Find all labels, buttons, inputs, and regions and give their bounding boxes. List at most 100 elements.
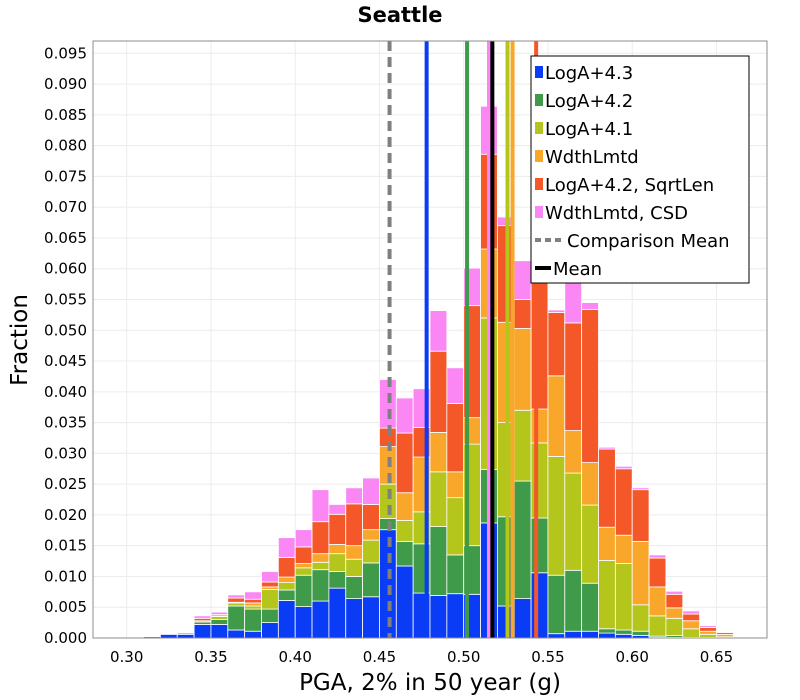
legend-swatch: [535, 66, 543, 78]
legend-label: WdthLmtd, CSD: [545, 203, 688, 224]
y-axis-label: Fraction: [7, 294, 33, 386]
bar-segment: [564, 430, 583, 474]
bar-segment: [345, 487, 364, 505]
bar-segment: [176, 633, 195, 639]
y-axis-ticks: 0.000 0.005 0.010 0.015 0.020 0.025 0.030 0.035…: [44, 44, 87, 647]
bar-segment: [564, 322, 583, 431]
bar-segment: [699, 633, 717, 638]
bar-segment: [362, 539, 380, 564]
bar-segment: [362, 562, 380, 598]
bar-segment: [311, 489, 330, 523]
y-tick-label: 0.030: [44, 444, 87, 462]
legend-label: LogA+4.2, SqrtLen: [545, 175, 714, 196]
legend-label: LogA+4.2: [545, 91, 633, 112]
bar-segment: [446, 554, 465, 595]
bar-segment: [614, 468, 633, 536]
y-tick-label: 0.000: [44, 629, 87, 647]
bar-segment: [564, 630, 583, 639]
y-tick-label: 0.070: [44, 198, 87, 216]
y-tick-label: 0.090: [44, 75, 87, 93]
bar-segment: [311, 553, 330, 563]
y-tick-label: 0.075: [44, 167, 87, 185]
bar-segment: [328, 553, 347, 572]
bar-segment: [277, 576, 296, 584]
bar-segment: [614, 633, 633, 639]
bar-segment: [277, 537, 296, 558]
bar-segment: [362, 529, 380, 541]
bar-segment: [261, 622, 279, 639]
bar-segment: [277, 589, 296, 601]
bar-segment: [311, 521, 330, 555]
bar-segment: [261, 588, 279, 610]
bar-segment: [682, 610, 701, 615]
chart-title: Seattle: [357, 3, 442, 27]
bar-segment: [581, 308, 599, 463]
bar-segment: [530, 408, 549, 444]
bar-segment: [244, 598, 262, 604]
bar-segment: [277, 556, 296, 578]
bar-segment: [176, 632, 195, 635]
x-axis-label: PGA, 2% in 50 year (g): [299, 670, 561, 696]
bar-segment: [513, 480, 532, 600]
bar-segment: [598, 560, 616, 630]
bar-segment: [227, 605, 246, 631]
bar-segment: [328, 544, 347, 555]
bar-segment: [581, 582, 599, 632]
bar-segment: [614, 629, 633, 635]
legend-swatch: [535, 178, 543, 190]
bar-segment: [513, 260, 532, 300]
legend-label: Comparison Mean: [567, 231, 730, 252]
bar-segment: [210, 624, 229, 639]
y-tick-label: 0.020: [44, 506, 87, 524]
y-tick-label: 0.050: [44, 321, 87, 339]
bar-segment: [362, 596, 380, 639]
bar-segment: [328, 504, 347, 515]
y-tick-label: 0.040: [44, 383, 87, 401]
bar-segment: [631, 489, 650, 542]
bar-segment: [598, 526, 616, 561]
bar-segment: [564, 569, 583, 632]
x-axis-ticks: 0.30 0.35 0.40 0.45 0.50 0.55 0.60 0.65: [110, 648, 733, 666]
bar-segment: [345, 503, 364, 547]
bar-segment: [648, 586, 667, 617]
bar-segment: [614, 465, 633, 470]
bar-segment: [193, 615, 212, 619]
bar-segment: [328, 571, 347, 589]
legend-label: LogA+4.3: [545, 63, 633, 84]
x-tick-label: 0.40: [278, 648, 311, 666]
bar-segment: [210, 616, 229, 620]
bar-segment: [429, 350, 448, 433]
x-tick-label: 0.50: [447, 648, 480, 666]
bar-segment: [446, 497, 465, 556]
bar-segment: [429, 595, 448, 639]
bar-segment: [665, 590, 684, 595]
bar-segment: [581, 504, 599, 584]
bar-segment: [345, 558, 364, 577]
y-tick-label: 0.045: [44, 352, 87, 370]
bar-segment: [261, 581, 279, 588]
legend: LogA+4.3 LogA+4.2 LogA+4.1 WdthLmtd LogA+4.2…: [530, 55, 750, 284]
bar-segment: [682, 620, 701, 630]
bar-segment: [395, 432, 414, 494]
y-tick-label: 0.085: [44, 106, 87, 124]
legend-label: LogA+4.1: [545, 119, 633, 140]
y-tick-label: 0.025: [44, 475, 87, 493]
bar-segment: [345, 598, 364, 639]
legend-swatch: [535, 150, 543, 162]
y-tick-label: 0.080: [44, 137, 87, 155]
bar-segment: [665, 593, 684, 609]
y-tick-label: 0.055: [44, 290, 87, 308]
x-tick-label: 0.35: [194, 648, 227, 666]
bar-segment: [294, 529, 313, 548]
bar-segment: [277, 600, 296, 639]
bar-segment: [227, 594, 246, 599]
legend-label: Mean: [553, 259, 602, 280]
x-tick-label: 0.30: [110, 648, 143, 666]
bar-segment: [362, 504, 380, 531]
bar-segment: [429, 310, 448, 352]
bar-segment: [429, 432, 448, 473]
x-tick-label: 0.60: [615, 648, 648, 666]
bar-segment: [598, 446, 616, 450]
bar-segment: [395, 565, 414, 639]
legend-label: WdthLmtd: [545, 147, 639, 168]
